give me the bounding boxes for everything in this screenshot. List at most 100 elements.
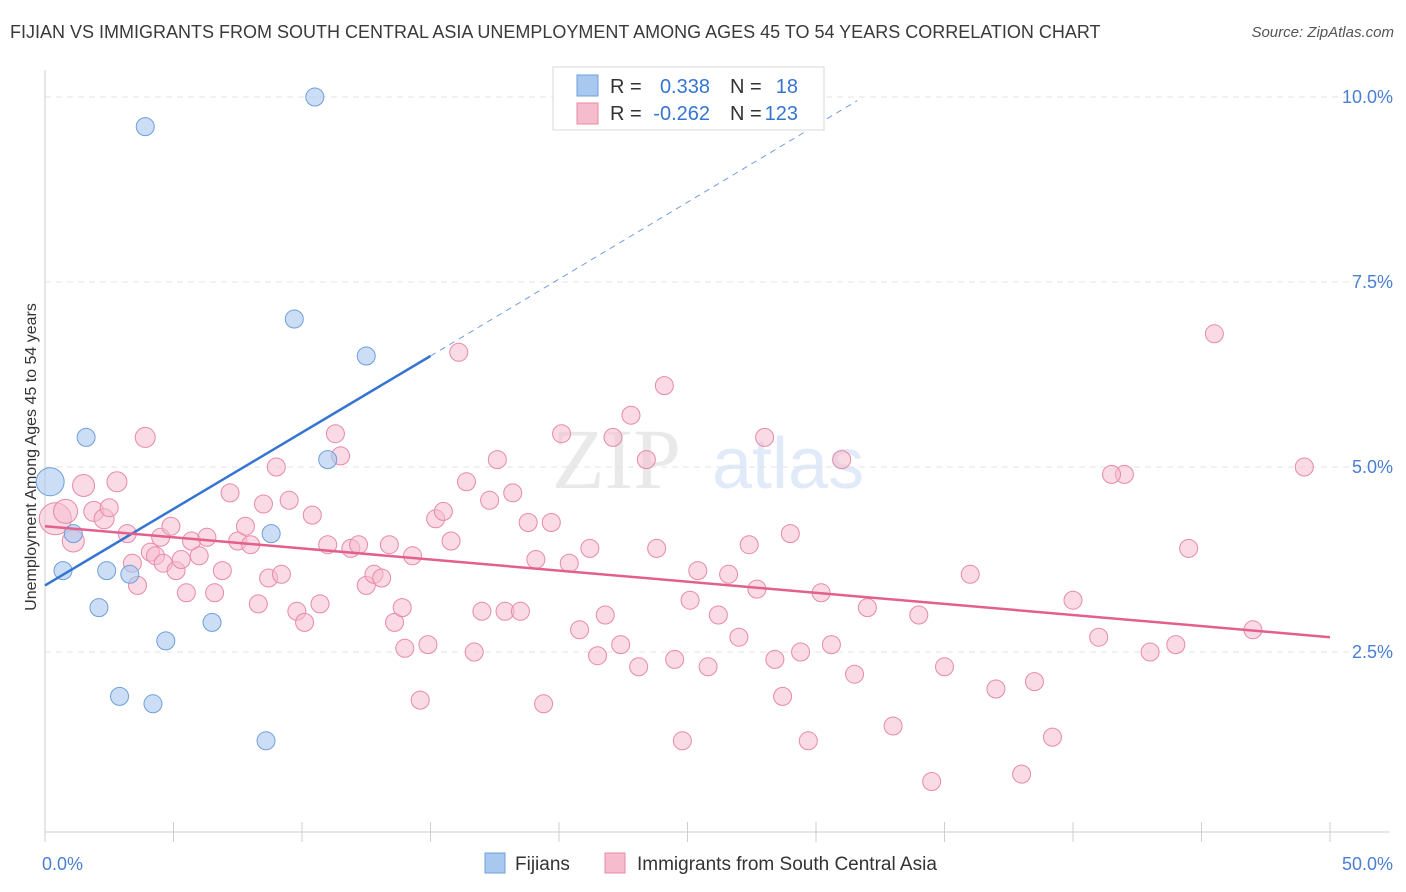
point-immigrants — [72, 474, 96, 497]
watermark: ZIP atlas — [552, 411, 864, 507]
point-immigrants — [1089, 627, 1109, 647]
point-fijians — [156, 631, 176, 651]
point-immigrants — [176, 583, 196, 603]
legend-n-value-immigrants: 123 — [765, 103, 798, 125]
point-immigrants — [603, 427, 623, 447]
point-immigrants — [302, 505, 322, 525]
point-immigrants — [636, 450, 656, 470]
point-immigrants — [266, 457, 286, 477]
point-immigrants — [161, 516, 181, 536]
bottom-legend-swatch-fijians — [484, 852, 506, 874]
y-tick-label: 2.5% — [1352, 642, 1393, 662]
point-immigrants — [487, 450, 507, 470]
legend-n-value-fijians: 18 — [776, 76, 798, 98]
y-tick-label: 7.5% — [1352, 272, 1393, 292]
trend-fijians — [44, 354, 432, 587]
point-immigrants — [248, 594, 268, 614]
trend-immigrants — [44, 524, 1331, 639]
point-immigrants — [1294, 457, 1314, 477]
point-immigrants — [588, 646, 608, 666]
point-immigrants — [410, 690, 430, 710]
point-immigrants — [755, 427, 775, 447]
point-immigrants — [418, 635, 438, 655]
point-immigrants — [392, 598, 412, 618]
point-fijians — [97, 561, 117, 581]
point-immigrants — [349, 535, 369, 555]
point-immigrants — [449, 342, 469, 362]
legend-n-label-2: N = — [730, 103, 762, 125]
legend-n-label-1: N = — [730, 76, 762, 98]
point-immigrants — [791, 642, 811, 662]
point-fijians — [305, 87, 325, 107]
series-immigrants-points — [38, 324, 1314, 791]
x-axis-ticks — [44, 822, 1331, 842]
point-immigrants — [534, 694, 554, 714]
x-tick-label-max: 50.0% — [1342, 854, 1393, 874]
bottom-legend-label-fijians: Fijians — [515, 854, 570, 875]
legend-r-label-1: R = — [610, 76, 642, 98]
bottom-legend-label-immigrants: Immigrants from South Central Asia — [637, 854, 937, 875]
point-immigrants — [580, 538, 600, 558]
point-immigrants — [719, 564, 739, 584]
point-immigrants — [595, 605, 615, 625]
point-immigrants — [171, 550, 191, 569]
point-immigrants — [271, 564, 291, 584]
point-immigrants — [212, 561, 232, 581]
point-immigrants — [134, 426, 156, 448]
point-immigrants — [518, 513, 538, 532]
point-immigrants — [235, 516, 255, 536]
point-fijians — [261, 524, 281, 544]
point-immigrants — [1179, 538, 1199, 558]
point-immigrants — [372, 568, 392, 588]
point-immigrants — [922, 772, 942, 791]
point-immigrants — [295, 612, 315, 632]
point-immigrants — [1140, 642, 1160, 662]
point-immigrants — [403, 546, 423, 566]
y-axis-label: Unemployment Among Ages 45 to 54 years — [23, 303, 40, 611]
point-immigrants — [1102, 464, 1122, 484]
point-immigrants — [821, 635, 841, 655]
point-immigrants — [986, 679, 1006, 699]
point-immigrants — [197, 527, 217, 547]
legend-r-value-fijians: 0.338 — [660, 76, 710, 98]
point-immigrants — [680, 590, 700, 610]
point-immigrants — [106, 471, 128, 493]
point-fijians — [318, 450, 338, 470]
point-immigrants — [1204, 324, 1224, 344]
point-fijians — [143, 694, 163, 714]
point-immigrants — [708, 605, 728, 625]
point-immigrants — [935, 657, 954, 677]
trend-fijians-extension — [430, 100, 858, 357]
point-immigrants — [672, 731, 692, 751]
point-immigrants — [845, 664, 865, 684]
point-immigrants — [909, 605, 929, 625]
point-immigrants — [960, 564, 980, 584]
point-immigrants — [665, 649, 685, 669]
point-immigrants — [570, 620, 590, 640]
point-immigrants — [621, 405, 641, 425]
grid — [45, 96, 1390, 653]
point-immigrants — [552, 424, 572, 444]
point-immigrants — [541, 513, 561, 532]
point-fijians — [202, 612, 222, 632]
point-immigrants — [765, 649, 785, 669]
point-immigrants — [325, 424, 345, 444]
trend-lines — [44, 100, 1331, 639]
point-immigrants — [503, 483, 523, 503]
legend: R = 0.338 N = 18 R = -0.262 N = 123 — [552, 66, 825, 131]
point-fijians — [76, 427, 96, 447]
series-fijians-points — [35, 87, 376, 751]
point-fijians — [135, 117, 155, 137]
point-immigrants — [729, 627, 749, 647]
point-immigrants — [220, 483, 240, 503]
legend-r-value-immigrants: -0.262 — [653, 103, 710, 125]
point-fijians — [89, 598, 109, 618]
legend-r-label-2: R = — [610, 103, 642, 125]
point-fijians — [356, 346, 376, 366]
legend-swatch-fijians — [576, 74, 599, 97]
point-immigrants — [510, 601, 530, 621]
point-immigrants — [253, 494, 273, 514]
point-immigrants — [883, 716, 903, 736]
point-immigrants — [385, 612, 405, 632]
